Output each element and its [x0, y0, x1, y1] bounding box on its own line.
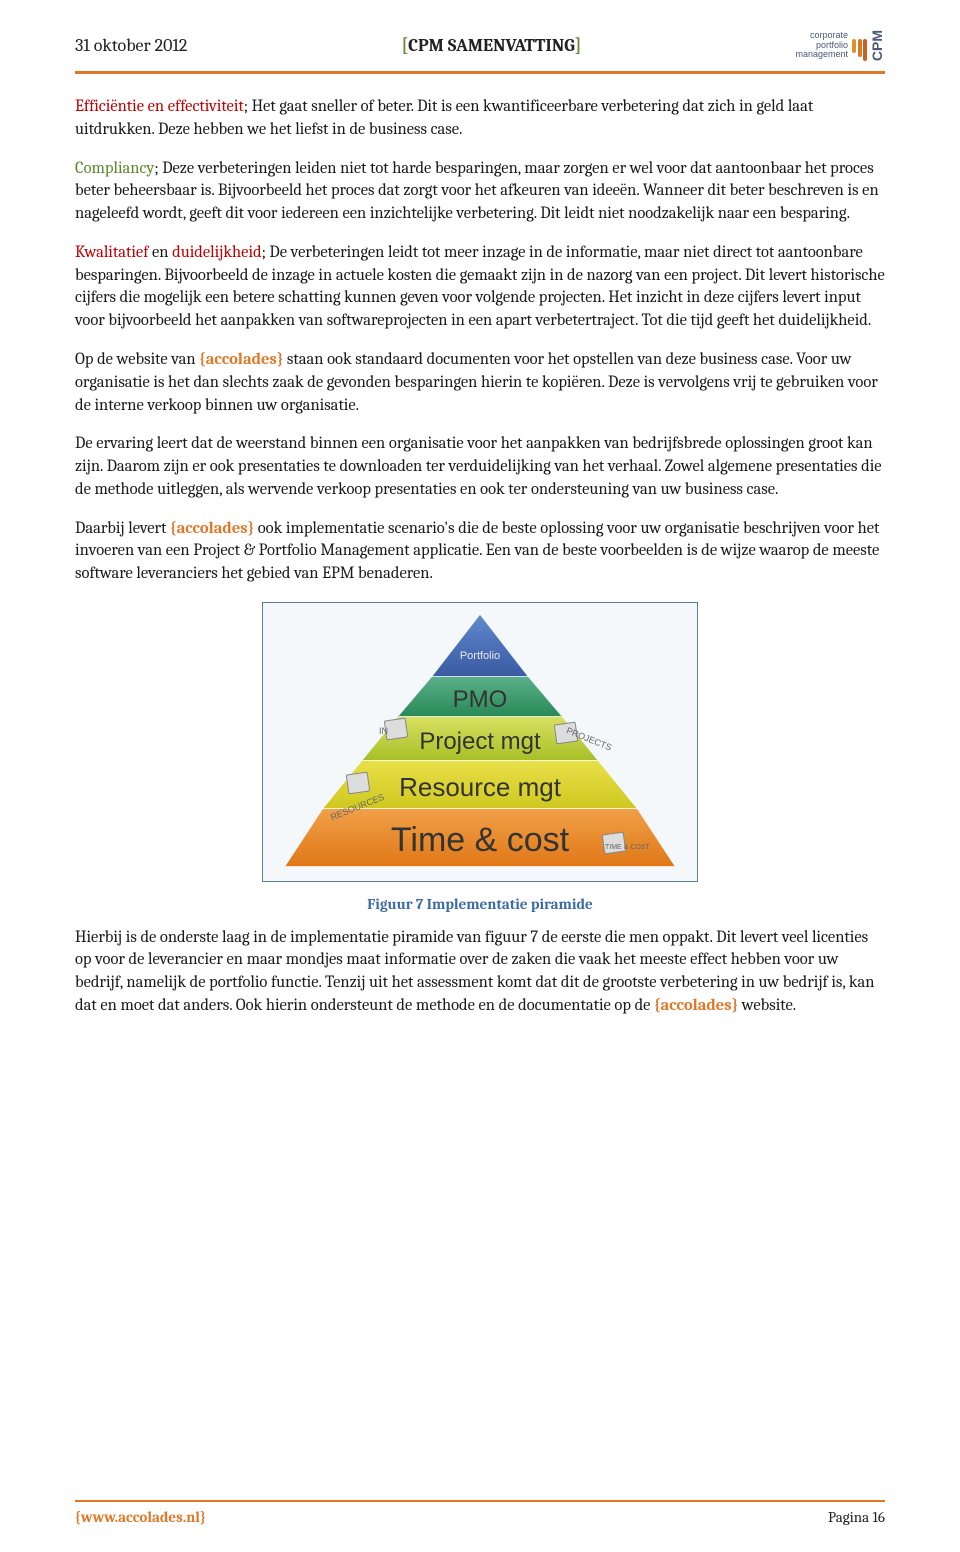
page-header: 31 oktober 2012 [CPM SAMENVATTING] corpo… — [75, 30, 885, 67]
logo-text: corporate portfolio management — [795, 31, 848, 59]
logo-cpm: CPM — [869, 30, 885, 61]
paragraph-compliancy: Compliancy; Deze verbeteringen leiden ni… — [75, 158, 885, 226]
pyramid-layer-0 — [432, 615, 528, 677]
paragraph-efficientie: Efficiëntie en effectiviteit; Het gaat s… — [75, 96, 885, 142]
accolades-brand: {accolades} — [654, 996, 738, 1015]
footer-link: {www.accolades.nl} — [75, 1508, 206, 1526]
logo-mark: CPM — [852, 30, 885, 61]
term-duidelijkheid: duidelijkheid — [172, 243, 262, 262]
paragraph-ervaring: De ervaring leert dat de weerstand binne… — [75, 433, 885, 501]
term-kwalitatief: Kwalitatief — [75, 243, 148, 262]
footer-divider — [75, 1500, 885, 1503]
document-body: Efficiëntie en effectiviteit; Het gaat s… — [75, 96, 885, 1018]
pyramid-label-3: Resource mgt — [399, 770, 561, 806]
page-footer: {www.accolades.nl} Pagina 16 — [75, 1500, 885, 1527]
paragraph-kwalitatief: Kwalitatief en duidelijkheid; De verbete… — [75, 242, 885, 333]
logo-stripes — [852, 39, 867, 61]
header-logo: corporate portfolio management CPM — [795, 30, 885, 61]
paragraph-conclusion: Hierbij is de onderste laag in de implem… — [75, 927, 885, 1018]
pyramid-side-label: TIME & COST — [605, 843, 650, 853]
pyramid-label-0: Portfolio — [460, 649, 500, 664]
header-divider — [75, 71, 885, 74]
bracket-close: ] — [575, 35, 582, 56]
term-compliancy: Compliancy — [75, 159, 154, 178]
pyramid-icon — [346, 771, 371, 794]
paragraph-website: Op de website van {accolades} staan ook … — [75, 349, 885, 417]
figure-caption: Figuur 7 Implementatie piramide — [367, 894, 592, 915]
paragraph-scenario: Daarbij levert {accolades} ook implement… — [75, 518, 885, 586]
pyramid-label-1: PMO — [453, 683, 508, 716]
pyramid: Portfolio PMO Project mgt Resource mgt Time … — [285, 615, 675, 875]
accolades-brand: {accolades} — [170, 519, 254, 538]
header-date: 31 oktober 2012 — [75, 35, 187, 56]
term-efficientie: Efficiëntie en effectiviteit — [75, 97, 244, 116]
pyramid-label-2: Project mgt — [419, 725, 540, 758]
header-title-text: CPM SAMENVATTING — [408, 35, 575, 56]
pyramid-frame: Portfolio PMO Project mgt Resource mgt Time … — [262, 602, 698, 882]
pyramid-side-label: IN — [379, 725, 388, 737]
accolades-brand: {accolades} — [199, 350, 283, 369]
header-title: [CPM SAMENVATTING] — [401, 35, 581, 56]
figure-pyramid: Portfolio PMO Project mgt Resource mgt Time … — [75, 602, 885, 915]
pyramid-label-4: Time & cost — [391, 817, 569, 864]
footer-page-number: Pagina 16 — [828, 1508, 885, 1526]
